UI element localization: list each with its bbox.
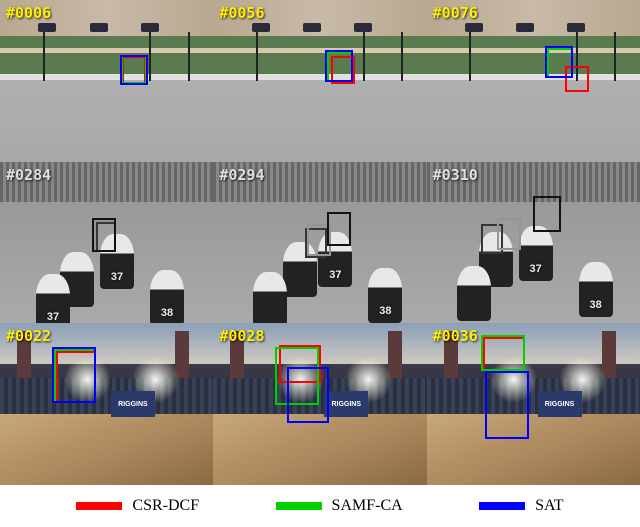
bbox-sat (545, 46, 573, 78)
legend-swatch (276, 502, 322, 510)
grid-cell: RIGGINS #0022 (0, 323, 213, 485)
legend-label: CSR-DCF (132, 497, 199, 515)
frame-label: #0076 (433, 4, 478, 22)
grid-cell: #0006 (0, 0, 213, 162)
grid-cell: #0076 (427, 0, 640, 162)
legend-item-csr-dcf: CSR-DCF (76, 497, 199, 515)
legend-swatch (76, 502, 122, 510)
legend-label: SAT (535, 497, 563, 515)
bbox-sat (120, 55, 148, 85)
frame-label: #0056 (219, 4, 264, 22)
frame-label: #0028 (219, 327, 264, 345)
grid-cell: #0056 (213, 0, 426, 162)
bbox-sat (325, 50, 353, 82)
legend: CSR-DCF SAMF-CA SAT (0, 485, 640, 527)
bbox-samf-ca (481, 335, 525, 371)
bbox-sat (92, 218, 116, 252)
frame-label: #0036 (433, 327, 478, 345)
legend-label: SAMF-CA (332, 497, 403, 515)
frame-label: #0284 (6, 166, 51, 184)
bbox-sat (485, 371, 529, 439)
bbox-sat (533, 196, 561, 232)
frame-label: #0022 (6, 327, 51, 345)
bbox-samf-ca (497, 218, 521, 250)
frame-label: #0310 (433, 166, 478, 184)
legend-item-sat: SAT (479, 497, 563, 515)
bbox-sat (327, 212, 351, 246)
grid-cell: 373837#0284 (0, 162, 213, 324)
grid-cell: RIGGINS #0028 (213, 323, 426, 485)
grid-cell: RIGGINS #0036 (427, 323, 640, 485)
bbox-sat (287, 367, 329, 423)
frame-label: #0294 (219, 166, 264, 184)
grid-cell: 3738#0310 (427, 162, 640, 324)
legend-item-samf-ca: SAMF-CA (276, 497, 403, 515)
grid-cell: 3738#0294 (213, 162, 426, 324)
frame-label: #0006 (6, 4, 51, 22)
legend-swatch (479, 502, 525, 510)
bbox-sat (52, 347, 96, 403)
comparison-grid: #0006 #0056 #0076 373837#02843738#0294373… (0, 0, 640, 485)
